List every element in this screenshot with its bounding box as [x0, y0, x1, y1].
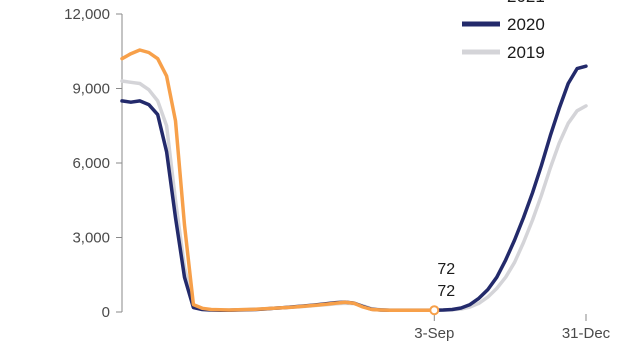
series-line-2021 [120, 48, 437, 313]
y-tick-label: 12,000 [64, 6, 110, 23]
y-tick-label: 0 [102, 304, 110, 321]
y-axis: 0 3,000 6,000 9,000 12,000 [64, 6, 123, 321]
y-tick-label: 6,000 [72, 155, 110, 172]
legend-label-2021: 2021 [507, 0, 545, 6]
y-tick-label: 9,000 [72, 81, 110, 98]
x-axis: 3-Sep 31-Dec [414, 314, 611, 342]
legend: 2021 2020 2019 [462, 0, 545, 62]
x-tick-label: 31-Dec [562, 325, 611, 342]
series-layer [120, 48, 588, 316]
x-tick-label: 3-Sep [414, 325, 454, 342]
legend-label-2019: 2019 [507, 43, 545, 62]
series-2021-end-marker [429, 305, 440, 316]
value-annotation: 72 [437, 283, 455, 300]
y-tick-label: 3,000 [72, 230, 110, 247]
value-annotation: 72 [437, 261, 455, 278]
legend-label-2020: 2020 [507, 15, 545, 34]
